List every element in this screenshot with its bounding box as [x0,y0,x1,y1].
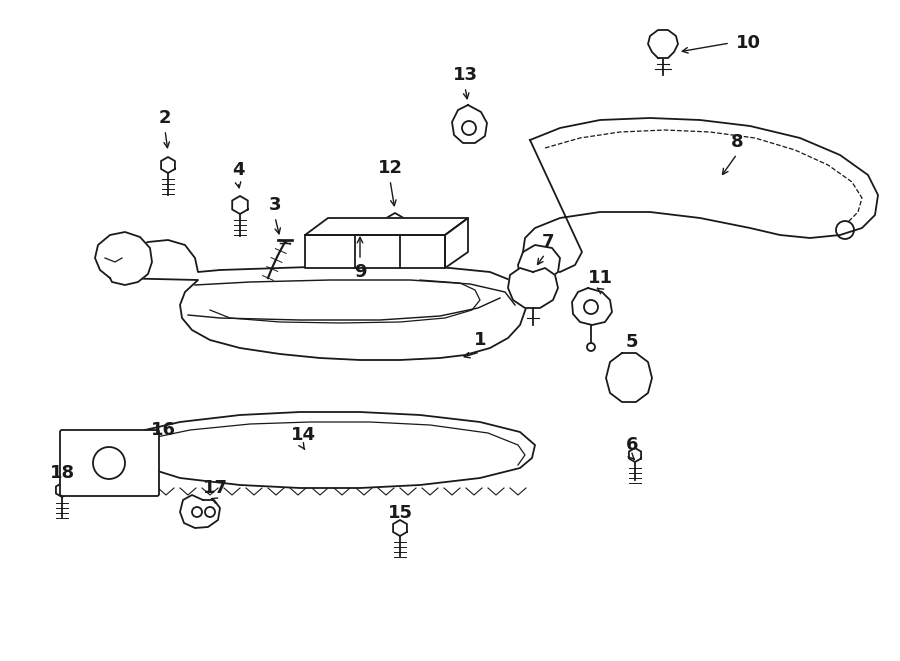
Text: 16: 16 [150,421,176,439]
Polygon shape [305,235,445,268]
FancyBboxPatch shape [60,430,159,496]
Text: 10: 10 [735,34,760,52]
Polygon shape [572,288,612,325]
Text: 11: 11 [588,269,613,287]
Polygon shape [445,218,468,268]
Text: 18: 18 [50,464,75,482]
Polygon shape [648,30,678,58]
Text: 5: 5 [626,333,638,351]
Polygon shape [523,118,878,272]
Text: 14: 14 [291,426,316,444]
Polygon shape [180,495,220,528]
Text: 4: 4 [232,161,244,179]
Text: 6: 6 [626,436,638,454]
Text: 15: 15 [388,504,412,522]
Polygon shape [95,232,152,285]
Polygon shape [508,268,558,308]
Polygon shape [606,353,652,402]
Text: 12: 12 [377,159,402,177]
Polygon shape [112,240,526,360]
Text: 17: 17 [202,479,228,497]
Text: 13: 13 [453,66,478,84]
Text: 3: 3 [269,196,281,214]
Polygon shape [452,105,487,143]
Polygon shape [518,245,560,285]
Text: 2: 2 [158,109,171,127]
Text: 8: 8 [731,133,743,151]
Text: 9: 9 [354,263,366,281]
Polygon shape [305,218,468,235]
Text: 7: 7 [542,233,554,251]
Polygon shape [135,412,535,488]
Text: 1: 1 [473,331,486,349]
